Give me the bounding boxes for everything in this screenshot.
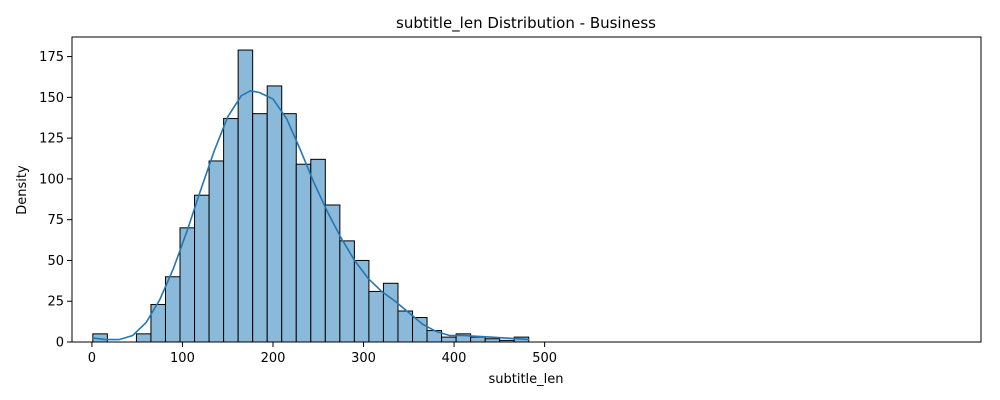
x-tick-label: 400 xyxy=(442,351,467,366)
histogram-bar xyxy=(382,282,399,343)
plot-frame xyxy=(71,36,982,343)
histogram-bar xyxy=(324,204,341,343)
histogram-bar xyxy=(266,85,283,343)
y-tick-label: 100 xyxy=(39,172,64,187)
x-axis-label: subtitle_len xyxy=(488,372,563,387)
histogram-bar xyxy=(397,310,414,343)
y-tick-label: 0 xyxy=(56,336,64,351)
x-tick-label: 0 xyxy=(88,351,96,366)
x-tick-label: 100 xyxy=(170,351,195,366)
chart-title: subtitle_len Distribution - Business xyxy=(396,14,656,33)
histogram-bar xyxy=(252,113,268,343)
x-tick-label: 300 xyxy=(351,351,376,366)
y-tick-label: 125 xyxy=(39,132,64,147)
bars-group xyxy=(92,49,530,343)
kde-line xyxy=(92,89,530,341)
histogram-bar xyxy=(135,333,152,343)
y-tick-label: 150 xyxy=(39,91,64,106)
y-tick-label: 175 xyxy=(39,50,64,65)
x-tick-label: 200 xyxy=(261,351,286,366)
histogram-bar xyxy=(441,336,457,343)
histogram-bar xyxy=(470,336,486,343)
histogram-bar xyxy=(281,113,297,343)
y-axis-ticks: 0 25 50 75 100 125 150 175 xyxy=(39,50,72,351)
histogram-bar xyxy=(353,259,370,343)
x-axis-ticks: 0 100 200 300 400 500 xyxy=(88,342,557,366)
y-axis-label: Density xyxy=(15,165,30,215)
y-tick-label: 25 xyxy=(47,295,64,310)
histogram-bar xyxy=(310,158,326,343)
histogram-bar xyxy=(194,194,210,343)
histogram-bar xyxy=(208,160,225,343)
histogram-bar xyxy=(295,163,312,343)
y-tick-label: 50 xyxy=(47,254,64,269)
x-tick-label: 500 xyxy=(532,351,557,366)
histogram-bar xyxy=(223,118,239,343)
histogram-bar xyxy=(164,276,181,343)
y-tick-label: 75 xyxy=(47,213,64,228)
histogram-bar xyxy=(368,290,384,343)
